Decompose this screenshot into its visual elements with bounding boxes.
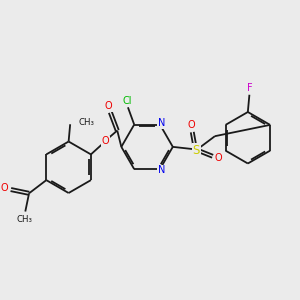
Text: O: O	[214, 153, 222, 163]
Text: O: O	[1, 183, 8, 193]
Text: N: N	[158, 165, 166, 176]
Text: CH₃: CH₃	[79, 118, 95, 127]
Text: Cl: Cl	[123, 96, 132, 106]
Text: O: O	[105, 101, 112, 111]
Text: S: S	[192, 143, 200, 157]
Text: F: F	[247, 83, 253, 94]
Text: O: O	[187, 120, 195, 130]
Text: CH₃: CH₃	[17, 215, 33, 224]
Text: O: O	[101, 136, 109, 146]
Text: N: N	[158, 118, 166, 128]
